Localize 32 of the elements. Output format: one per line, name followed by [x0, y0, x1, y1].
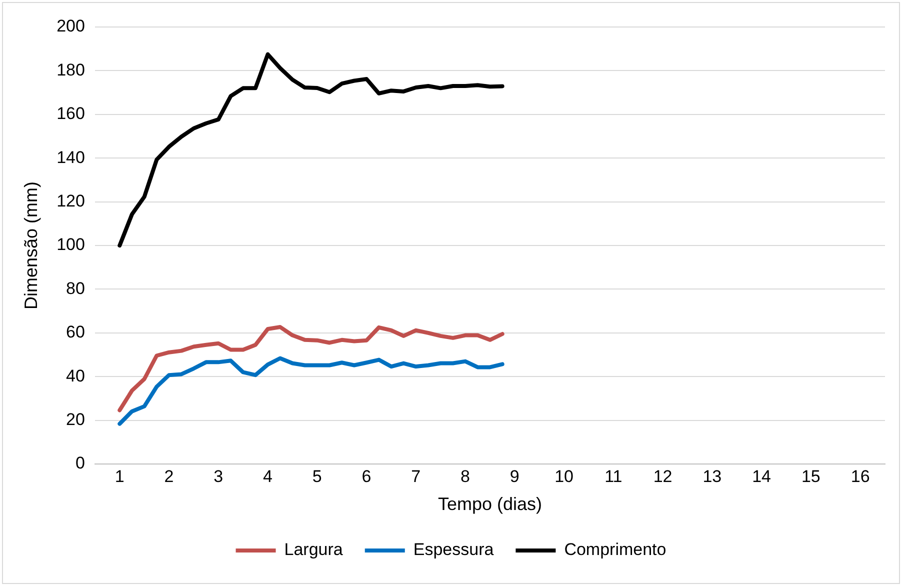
x-tick-label: 6 — [362, 466, 372, 486]
y-tick-label: 120 — [56, 191, 85, 210]
y-tick-label: 100 — [56, 235, 85, 254]
y-tick-label: 0 — [75, 454, 85, 473]
y-tick-label: 140 — [56, 148, 85, 167]
x-tick-label: 12 — [653, 466, 672, 486]
y-tick-label: 60 — [66, 322, 85, 342]
x-tick-label: 14 — [752, 466, 772, 486]
x-tick-label: 9 — [510, 466, 520, 486]
x-tick-label: 13 — [702, 466, 722, 486]
y-tick-label: 200 — [56, 16, 85, 36]
x-tick-label: 1 — [114, 466, 124, 486]
x-tick-label: 7 — [411, 466, 421, 486]
x-tick-label: 4 — [263, 466, 273, 486]
y-tick-label: 180 — [56, 60, 85, 80]
legend-label: Comprimento — [564, 540, 666, 560]
x-tick-label: 11 — [604, 466, 622, 486]
legend-label: Espessura — [413, 540, 494, 560]
y-tick-label: 40 — [66, 366, 85, 386]
y-axis-title: Dimensão (mm) — [20, 181, 41, 310]
y-tick-label: 160 — [56, 104, 85, 124]
x-tick-label: 5 — [312, 466, 322, 486]
y-tick-label: 20 — [66, 410, 85, 429]
x-tick-label: 2 — [164, 466, 174, 486]
x-tick-label: 16 — [850, 466, 870, 486]
x-tick-label: 10 — [554, 466, 574, 486]
x-tick-label: 3 — [214, 466, 224, 486]
x-tick-label: 15 — [801, 466, 820, 486]
y-tick-label: 80 — [66, 278, 85, 298]
x-tick-label: 8 — [460, 466, 470, 486]
legend-label: Largura — [284, 540, 344, 560]
x-axis-title: Tempo (dias) — [438, 494, 542, 514]
